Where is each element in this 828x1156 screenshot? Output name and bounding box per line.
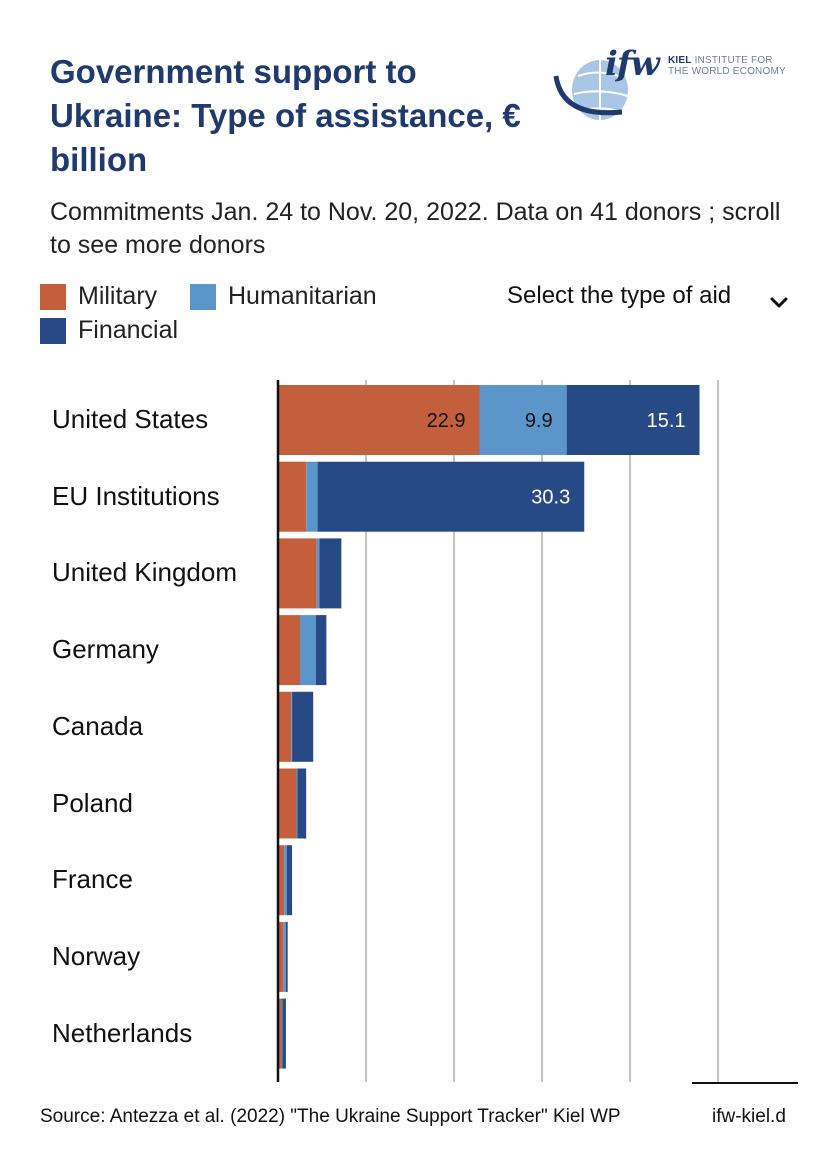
logo-org: KIEL INSTITUTE FOR THE WORLD ECONOMY (668, 55, 798, 77)
legend-swatch-military (40, 283, 66, 310)
bar-financial (315, 615, 327, 686)
globe-icon (553, 60, 629, 120)
bar-financial (317, 461, 585, 532)
bar-humanitarian (284, 845, 287, 916)
bar-military (278, 768, 297, 839)
legend-label-military: Military (78, 282, 158, 310)
legend: Military Humanitarian Financial (40, 282, 430, 352)
bar-military (278, 691, 292, 762)
data-label: 22.9 (427, 410, 466, 432)
logo-org-line1: INSTITUTE FOR (694, 55, 773, 66)
bar-financial (297, 768, 307, 839)
bar-military (278, 385, 480, 455)
bar-humanitarian (306, 461, 318, 532)
bar-financial (285, 921, 288, 992)
bar-military (278, 845, 285, 916)
bar-military (278, 998, 282, 1069)
bar-humanitarian (300, 615, 316, 686)
logo-org-line2: THE WORLD ECONOMY (668, 66, 786, 77)
category-label: France (52, 864, 133, 895)
source-link[interactable]: ifw-kiel.d (712, 1106, 786, 1127)
bar-humanitarian (281, 998, 283, 1069)
legend-swatch-humanitarian (190, 283, 216, 310)
bar-humanitarian (316, 538, 320, 609)
bar-military (278, 461, 307, 532)
footer-rule (692, 1082, 798, 1084)
legend-label-financial: Financial (78, 316, 179, 344)
bar-financial (282, 998, 286, 1069)
bar-humanitarian (283, 921, 286, 992)
data-label: 15.1 (647, 410, 686, 432)
bar-military (278, 615, 300, 686)
chart-title: Government support to Ukraine: Type of a… (50, 53, 521, 178)
bar-financial (286, 845, 293, 916)
category-label: Canada (52, 710, 144, 741)
aid-type-select[interactable]: Select the type of aid (507, 280, 797, 346)
category-label: Netherlands (52, 1017, 193, 1048)
chart-subtitle: Commitments Jan. 24 to Nov. 20, 2022. Da… (50, 198, 781, 259)
data-label: 9.9 (525, 410, 553, 432)
bar-financial (566, 385, 700, 455)
legend-label-humanitarian: Humanitarian (228, 282, 377, 310)
data-label: 30.3 (531, 487, 570, 509)
source-note: Source: Antezza et al. (2022) "The Ukrai… (40, 1106, 621, 1127)
logo-mark: ifw (605, 44, 660, 84)
category-label: United Kingdom (52, 557, 237, 588)
bar-humanitarian (479, 385, 567, 455)
category-label: United States (52, 404, 209, 434)
bar-humanitarian (296, 768, 298, 839)
legend-swatch-financial (40, 317, 66, 344)
bar-military (278, 538, 317, 609)
legend-item-financial: Financial (40, 316, 178, 345)
bar-humanitarian (291, 691, 293, 762)
legend-item-military: Military (40, 282, 157, 311)
aid-type-select-label: Select the type of aid (507, 282, 732, 309)
category-label: Germany (52, 634, 159, 665)
bar-financial (319, 538, 342, 609)
bar-financial (292, 691, 314, 762)
category-label: Norway (52, 940, 141, 971)
logo-org-bold: KIEL (668, 55, 692, 66)
category-label: Poland (52, 787, 133, 818)
chevron-down-icon (770, 297, 788, 308)
legend-item-humanitarian: Humanitarian (190, 282, 377, 311)
bar-military (278, 921, 284, 992)
category-label: EU Institutions (52, 480, 220, 511)
